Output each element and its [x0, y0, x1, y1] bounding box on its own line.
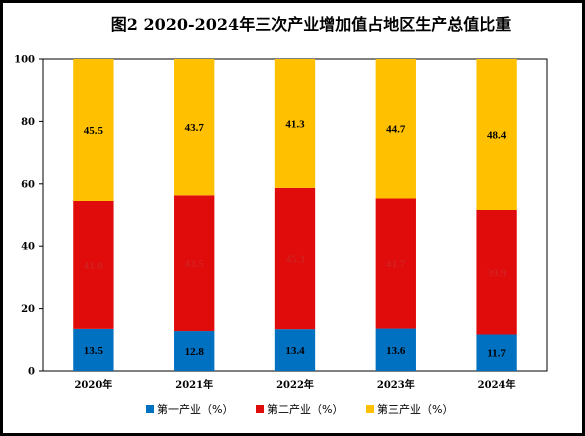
data-label: 45.5 — [84, 125, 104, 137]
bar-segment — [375, 328, 416, 371]
legend: 第一产业（%） 第二产业（%） 第三产业（%） — [146, 402, 453, 416]
data-label: 43.7 — [185, 122, 205, 134]
bar-segment — [375, 198, 416, 329]
y-tick-label: 40 — [21, 242, 35, 253]
bar-segment — [274, 187, 316, 330]
data-label: 41.7 — [386, 259, 406, 271]
bar-segment — [476, 334, 517, 371]
bar-segment — [73, 200, 114, 329]
legend-swatch — [146, 405, 154, 413]
x-tick-label: 2020年 — [74, 378, 112, 391]
y-tick-label: 0 — [28, 367, 35, 378]
bar-segment — [375, 59, 416, 199]
data-label: 41.0 — [84, 260, 104, 272]
legend-swatch — [256, 405, 264, 413]
bar-segment — [174, 195, 215, 332]
data-label: 13.4 — [285, 345, 305, 357]
data-label: 12.8 — [185, 346, 205, 358]
data-label: 44.7 — [386, 124, 406, 136]
bar-segment — [174, 59, 215, 196]
x-tick-label: 2021年 — [175, 378, 213, 391]
y-tick-label: 60 — [21, 179, 35, 190]
legend-label: 第二产业（%） — [267, 402, 343, 416]
bar-segment — [274, 59, 316, 188]
chart-panel: 图2 2020-2024年三次产业增加值占地区生产总值比重 0 20 40 60 80 1… — [3, 3, 582, 433]
plot-area: 0 20 40 60 80 100 13.5 41.0 45.5 2020年 12.8 43.5 43.… — [14, 55, 548, 391]
bar-segment — [476, 59, 517, 211]
data-label: 43.5 — [185, 258, 205, 270]
bar-segment — [476, 210, 517, 335]
bar-segment — [73, 328, 114, 371]
data-label: 45.3 — [285, 254, 305, 266]
data-label: 11.7 — [487, 348, 506, 360]
legend-label: 第一产业（%） — [157, 402, 233, 416]
data-label: 48.4 — [487, 130, 507, 142]
stacked-bar-chart: 图2 2020-2024年三次产业增加值占地区生产总值比重 0 20 40 60 80 1… — [14, 15, 548, 416]
data-label: 13.6 — [386, 345, 406, 357]
bar-segment — [174, 331, 215, 371]
y-tick-label: 100 — [14, 55, 35, 66]
data-label: 39.9 — [487, 267, 507, 279]
x-tick-label: 2023年 — [377, 378, 415, 391]
legend-swatch — [366, 405, 374, 413]
y-tick-label: 80 — [21, 117, 35, 128]
x-tick-label: 2024年 — [478, 378, 516, 391]
bar-segment — [274, 329, 316, 371]
data-label: 13.5 — [84, 345, 104, 357]
x-tick-label: 2022年 — [276, 378, 314, 391]
y-tick-label: 20 — [21, 304, 35, 315]
legend-label: 第三产业（%） — [377, 402, 453, 416]
chart-title: 图2 2020-2024年三次产业增加值占地区生产总值比重 — [111, 15, 511, 34]
bar-segment — [73, 59, 114, 201]
data-label: 41.3 — [285, 118, 305, 130]
